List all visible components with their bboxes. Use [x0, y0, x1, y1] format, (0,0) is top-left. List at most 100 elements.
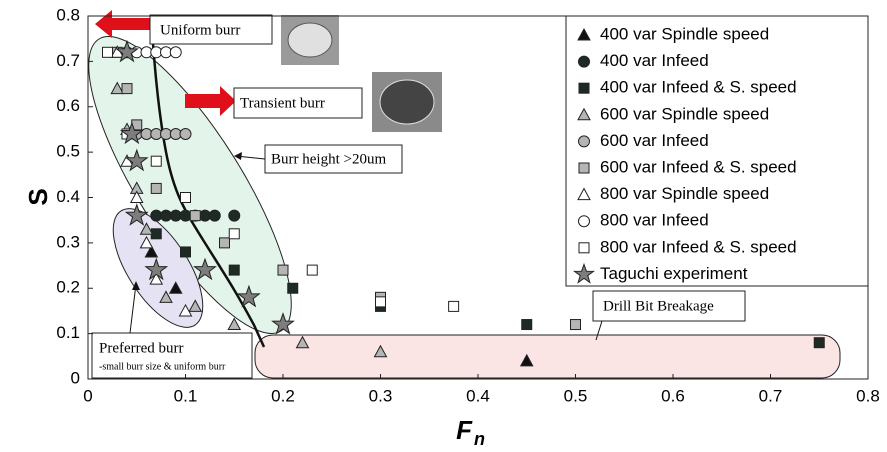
data-point: [115, 39, 139, 63]
data-point: [110, 81, 125, 95]
x-tick-label: 0.8: [856, 386, 880, 405]
annotation: Burr height >20um: [271, 151, 386, 167]
legend-marker: [578, 135, 590, 148]
y-tick-label: 0.5: [56, 142, 80, 161]
legend-marker: [573, 262, 595, 284]
x-tick-label: 0.3: [369, 386, 393, 405]
legend-label: 400 var Infeed & S. speed: [600, 78, 797, 97]
x-axis-label: F: [456, 415, 473, 445]
data-point: [521, 319, 533, 331]
data-point: [169, 46, 182, 59]
x-tick-label: 0.7: [759, 386, 783, 405]
annotation: -small burr size & uniform burr: [99, 361, 226, 372]
data-point: [124, 148, 149, 172]
legend-marker: [578, 215, 590, 228]
data-point: [159, 290, 173, 303]
x-tick-label: 0.4: [466, 386, 490, 405]
annotation: Transient burr: [240, 95, 325, 111]
data-point: [375, 296, 386, 308]
data-point: [227, 317, 242, 331]
legend-label: 800 var Spindle speed: [600, 184, 769, 203]
data-point: [180, 246, 191, 258]
arrowhead: [234, 152, 242, 160]
annotation-arrow: [595, 320, 603, 341]
x-tick-label: 0.5: [564, 386, 588, 405]
data-point: [124, 203, 149, 226]
data-point: [179, 127, 192, 140]
annotation-box: [233, 87, 363, 119]
data-point: [306, 264, 318, 276]
legend-marker: [578, 242, 590, 254]
data-point: [373, 344, 388, 358]
annotation-box: [149, 14, 273, 45]
legend-label: 800 var Infeed: [600, 211, 709, 230]
arrowhead: [132, 281, 140, 290]
legend-label: 600 var Spindle speed: [600, 104, 769, 123]
decorations: Uniform burr Transient burr Burr height …: [88, 10, 841, 379]
data-point: [119, 121, 144, 145]
data-point: [149, 272, 164, 285]
data-point: [228, 209, 241, 222]
data-point: [448, 300, 460, 312]
annotation-box: [264, 144, 403, 174]
data-point: [277, 264, 289, 276]
legend-label: 400 var Spindle speed: [600, 24, 769, 43]
x-tick-label: 0.1: [174, 386, 198, 405]
y-tick-label: 0.7: [56, 51, 80, 70]
data-point: [219, 237, 230, 249]
data-point: [139, 222, 154, 235]
x-axis-label-subscript: n: [474, 429, 485, 447]
y-tick-label: 0.1: [56, 323, 80, 342]
data-point: [193, 257, 217, 281]
data-point: [228, 228, 240, 240]
y-axis-label: S: [23, 188, 53, 205]
y-tick-label: 0.3: [56, 232, 80, 251]
data-point: [139, 235, 154, 249]
legend-marker: [578, 82, 590, 94]
data-point: [236, 284, 261, 308]
y-tick-label: 0.4: [56, 187, 80, 206]
data-point: [150, 155, 162, 167]
annotation: Preferred burr: [99, 340, 184, 356]
legend-label: 400 var Infeed: [600, 51, 709, 70]
data-point: [121, 83, 133, 95]
annotation: Drill Bit Breakage: [603, 298, 714, 314]
annotation: Uniform burr: [160, 22, 240, 38]
data-point: [287, 282, 299, 294]
x-tick-label: 0.2: [271, 386, 295, 405]
legend-label: 800 var Infeed & S. speed: [600, 237, 797, 256]
data-point: [168, 281, 183, 294]
data-point: [102, 46, 113, 58]
legend-marker: [577, 187, 591, 201]
data-point: [150, 182, 162, 194]
red-arrow: [185, 86, 236, 116]
annotation-box: [91, 332, 253, 379]
data-point: [178, 303, 193, 317]
legend-label: 600 var Infeed & S. speed: [600, 157, 797, 176]
data-point: [208, 209, 221, 222]
data-point: [144, 257, 169, 281]
burr-photo-detail: [379, 79, 435, 125]
y-tick-label: 0: [71, 368, 80, 387]
data-point: [188, 299, 203, 312]
legend-marker: [578, 162, 590, 174]
legend-marker: [578, 55, 590, 68]
data-point: [519, 353, 534, 367]
x-tick-label: 0: [83, 386, 92, 405]
boundary-curve: [149, 15, 266, 348]
y-tick-label: 0.8: [56, 5, 80, 24]
breakage-region: [254, 334, 841, 379]
annotation-arrow: [129, 283, 137, 334]
legend-box: [565, 15, 869, 287]
data-point: [570, 319, 581, 331]
legend-label: 600 var Infeed: [600, 131, 709, 150]
data-point: [189, 210, 201, 222]
annotation-box: [592, 290, 746, 322]
red-arrow: [95, 10, 150, 38]
y-tick-label: 0.6: [56, 96, 80, 115]
data-point: [813, 337, 825, 349]
legend-marker: [577, 27, 591, 41]
data-point: [271, 312, 295, 335]
y-tick-label: 0.2: [56, 278, 80, 297]
